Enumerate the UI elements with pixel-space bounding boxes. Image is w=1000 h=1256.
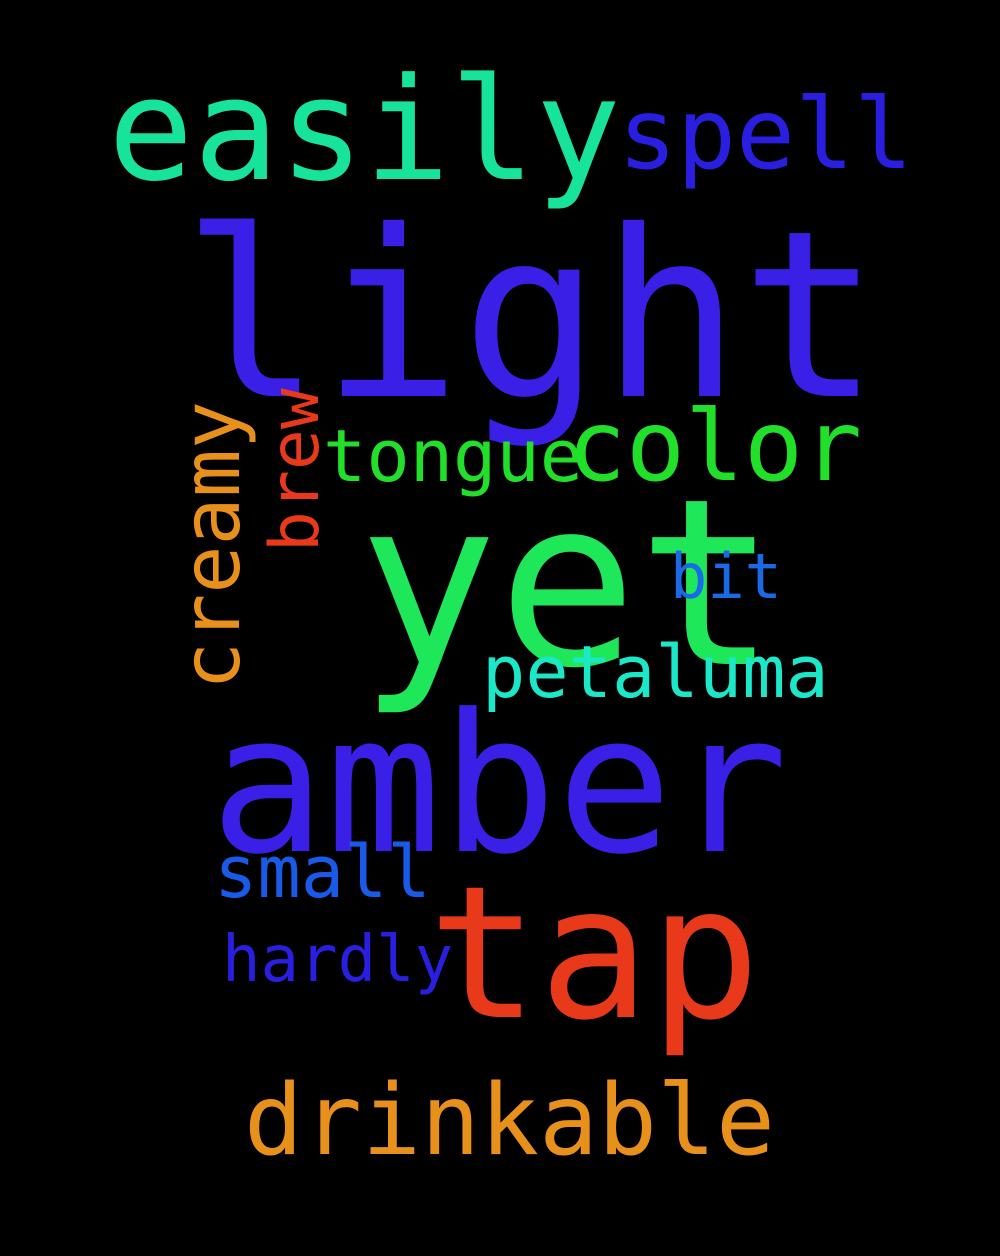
- word-color: color: [567, 390, 863, 504]
- word-petaluma: petaluma: [482, 630, 829, 714]
- word-easily: easily: [108, 48, 621, 213]
- word-brew: brew: [256, 388, 335, 552]
- word-tap: tap: [428, 847, 761, 1061]
- word-light: light: [182, 181, 881, 451]
- word-small: small: [214, 830, 431, 914]
- word-bit: bit: [670, 540, 782, 613]
- word-amber: amber: [210, 674, 788, 897]
- word-drinkable: drinkable: [244, 1064, 776, 1178]
- word-hardly: hardly: [222, 923, 454, 997]
- word-tongue: tongue: [323, 414, 584, 498]
- word-yet: yet: [358, 449, 778, 719]
- word-creamy: creamy: [165, 401, 258, 690]
- word-spell: spell: [618, 78, 914, 192]
